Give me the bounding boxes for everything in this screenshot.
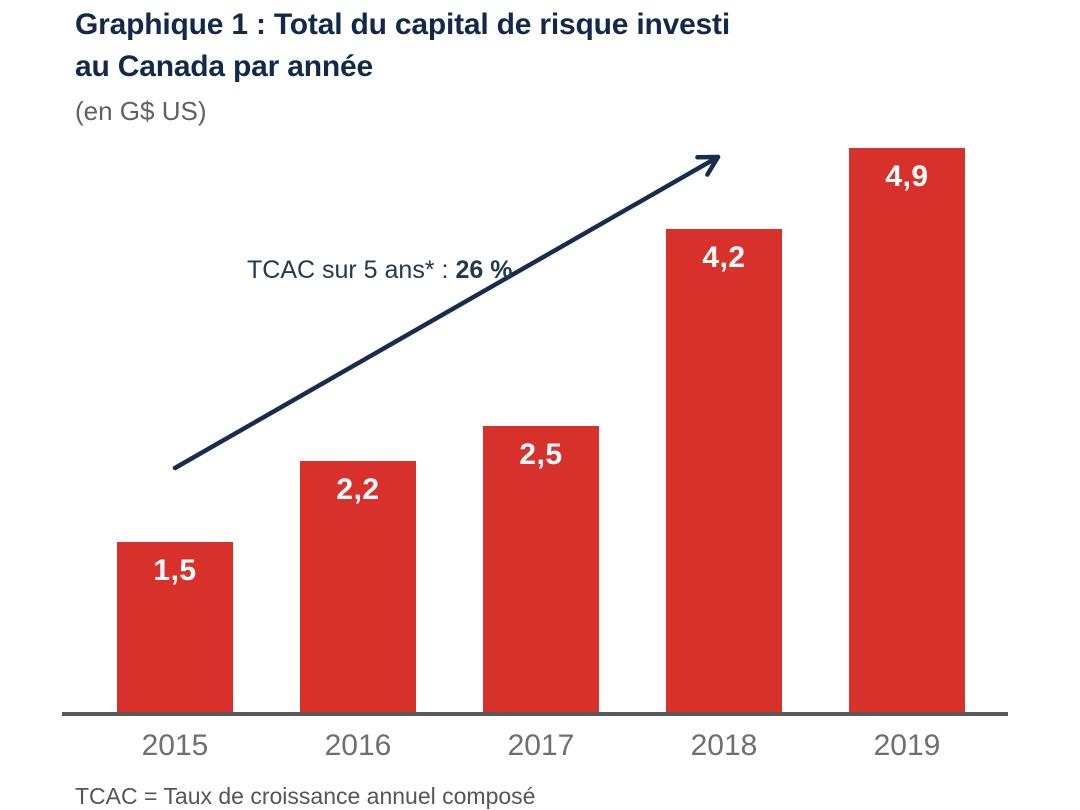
chart-title: Graphique 1 : Total du capital de risque… [75,4,730,88]
cagr-annotation-label: TCAC sur 5 ans* : [247,256,449,284]
x-axis-tick-2017: 2017 [507,729,575,762]
chart-unit-subtitle: (en G$ US) [75,96,207,126]
bar-value-label: 1,5 [153,554,197,587]
x-axis-tick-2019: 2019 [873,729,941,762]
bar-2018: 4,2 [666,229,782,716]
x-axis-tick-2018: 2018 [690,729,758,762]
bar-2016: 2,2 [300,461,416,716]
x-axis-tick-2015: 2015 [141,729,209,762]
cagr-annotation: TCAC sur 5 ans* :26 % [247,256,512,285]
bar-value-label: 4,2 [702,241,746,274]
chart-title-line2: au Canada par année [75,50,373,83]
bar-2017: 2,5 [483,426,599,716]
bar-value-label: 2,5 [519,438,563,471]
footnote: TCAC = Taux de croissance annuel composé [75,783,536,809]
bar-2015: 1,5 [117,542,233,716]
bar-value-label: 2,2 [336,473,380,506]
chart-title-line1: Graphique 1 : Total du capital de risque… [75,8,730,41]
bar-2019: 4,9 [849,148,965,716]
bar-value-label: 4,9 [885,160,929,193]
x-axis-line [62,712,1008,716]
cagr-annotation-value: 26 % [455,256,513,284]
x-axis-tick-2016: 2016 [324,729,392,762]
